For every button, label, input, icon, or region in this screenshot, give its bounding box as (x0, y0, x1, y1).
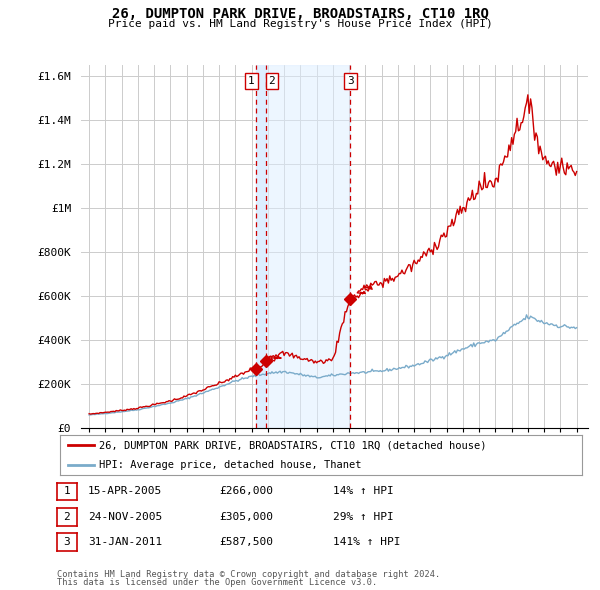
Text: 3: 3 (64, 537, 70, 547)
Text: 2: 2 (269, 76, 275, 86)
Text: 14% ↑ HPI: 14% ↑ HPI (333, 487, 394, 496)
Text: 24-NOV-2005: 24-NOV-2005 (88, 512, 163, 522)
Text: This data is licensed under the Open Government Licence v3.0.: This data is licensed under the Open Gov… (57, 578, 377, 587)
Text: £266,000: £266,000 (219, 487, 273, 496)
Text: 2: 2 (64, 512, 70, 522)
Text: 141% ↑ HPI: 141% ↑ HPI (333, 537, 401, 547)
Text: 26, DUMPTON PARK DRIVE, BROADSTAIRS, CT10 1RQ: 26, DUMPTON PARK DRIVE, BROADSTAIRS, CT1… (112, 7, 488, 21)
Text: 1: 1 (248, 76, 255, 86)
Text: HPI: Average price, detached house, Thanet: HPI: Average price, detached house, Than… (99, 460, 362, 470)
Bar (256, 65, 266, 428)
Text: 26, DUMPTON PARK DRIVE, BROADSTAIRS, CT10 1RQ (detached house): 26, DUMPTON PARK DRIVE, BROADSTAIRS, CT1… (99, 440, 487, 450)
Text: Price paid vs. HM Land Registry's House Price Index (HPI): Price paid vs. HM Land Registry's House … (107, 19, 493, 30)
Text: 31-JAN-2011: 31-JAN-2011 (88, 537, 163, 547)
Text: £305,000: £305,000 (219, 512, 273, 522)
Text: 3: 3 (347, 76, 354, 86)
Text: 29% ↑ HPI: 29% ↑ HPI (333, 512, 394, 522)
Text: £587,500: £587,500 (219, 537, 273, 547)
Bar (266, 65, 350, 428)
Text: 15-APR-2005: 15-APR-2005 (88, 487, 163, 496)
Text: 1: 1 (64, 487, 70, 496)
Text: Contains HM Land Registry data © Crown copyright and database right 2024.: Contains HM Land Registry data © Crown c… (57, 571, 440, 579)
